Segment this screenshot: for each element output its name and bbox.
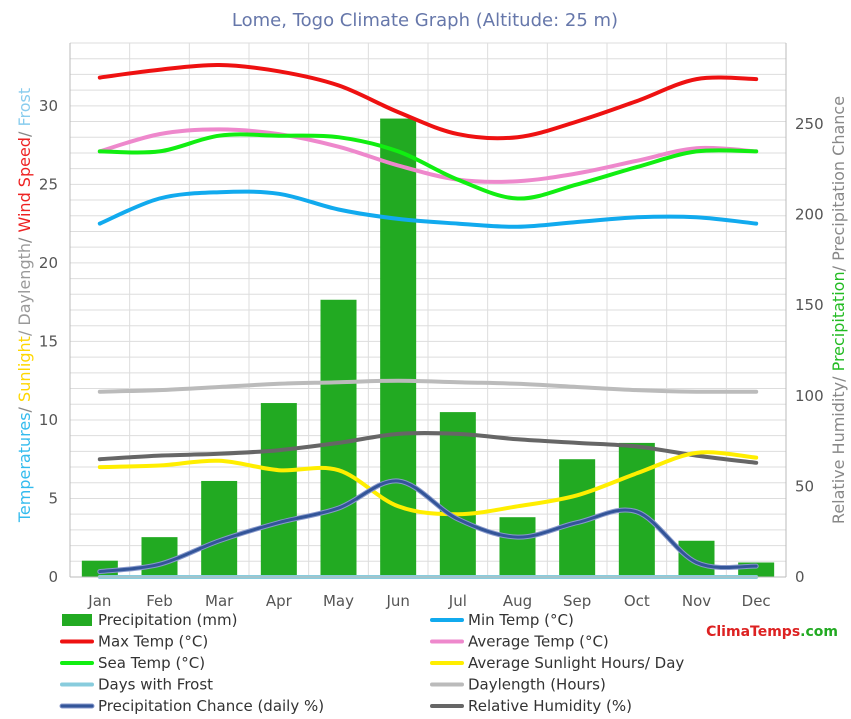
axis-label-part: /: [15, 232, 34, 242]
precipitation-bar: [678, 540, 715, 577]
legend-label: Daylength (Hours): [468, 676, 606, 694]
axis-label-part: Relative Humidity: [829, 382, 848, 524]
axis-label-part: Temperatures: [15, 412, 34, 523]
y-right-tick-label: 50: [795, 477, 814, 495]
precipitation-bar: [499, 517, 536, 577]
x-tick-label: Oct: [624, 592, 650, 610]
y-right-tick-label: 100: [795, 387, 824, 405]
x-tick-label: Aug: [503, 592, 532, 610]
precipitation-bar: [320, 299, 357, 577]
legend-item-min-temp-c: Min Temp (°C): [430, 611, 574, 629]
axis-label-part: Wind Speed: [15, 137, 34, 232]
axis-label-part: Frost: [15, 88, 34, 127]
legend-item-average-sunlight-hours-day: Average Sunlight Hours/ Day: [430, 654, 684, 672]
legend-label: Average Sunlight Hours/ Day: [468, 654, 684, 672]
series-lines: [97, 62, 759, 579]
y-right-tick-label: 200: [795, 206, 824, 224]
legend-item-daylength-hours: Daylength (Hours): [430, 676, 606, 694]
x-tick-label: Feb: [146, 592, 173, 610]
legend-item-precipitation-chance-daily: Precipitation Chance (daily %): [59, 697, 324, 715]
legend-label: Relative Humidity (%): [468, 697, 632, 715]
legend-label: Precipitation Chance (daily %): [98, 697, 324, 715]
watermark[interactable]: ClimaTemps.com: [706, 624, 838, 640]
precipitation-bar: [201, 480, 238, 577]
x-tick-label: Jun: [385, 592, 409, 610]
y-left-tick-label: 0: [48, 568, 58, 586]
watermark-part: Clima: [706, 624, 750, 640]
legend-label: Sea Temp (°C): [98, 654, 205, 672]
legend-label: Average Temp (°C): [468, 633, 609, 651]
x-tick-label: Apr: [266, 592, 293, 610]
y-right-tick-label: 0: [795, 568, 805, 586]
legend-label: Min Temp (°C): [468, 611, 574, 629]
axes: 0 5 10 15 20 25 30 0 50 100 150 200 250 Jan Feb Mar Apr M…: [39, 43, 824, 610]
legend-item-average-temp-c: Average Temp (°C): [430, 633, 609, 651]
legend-swatch: [62, 614, 92, 626]
y-left-tick-label: 30: [39, 97, 58, 115]
y-axis-left-label: Temperatures/ Sunlight/ Daylength/ Wind …: [15, 88, 34, 523]
x-tick-label: Jan: [87, 592, 111, 610]
series-line-average-sunlight-hours-day: [97, 450, 759, 517]
x-tick-label: Jul: [448, 592, 467, 610]
legend-label: Precipitation (mm): [98, 611, 237, 629]
series-line-sea-temp-c: [97, 132, 759, 201]
legend-item-relative-humidity: Relative Humidity (%): [430, 697, 632, 715]
legend: Precipitation (mm) Min Temp (°C) Max Temp …: [59, 611, 684, 715]
y-left-tick-label: 20: [39, 254, 58, 272]
series-line-max-temp-c: [97, 62, 759, 141]
axis-label-part: /: [15, 402, 34, 412]
y-right-tick-label: 250: [795, 115, 824, 133]
axis-label-part: / Daylength: [15, 243, 34, 336]
legend-label: Max Temp (°C): [98, 633, 208, 651]
series-line-average-temp-c: [97, 127, 759, 184]
legend-item-max-temp-c: Max Temp (°C): [60, 633, 208, 651]
legend-item-days-with-frost: Days with Frost: [60, 676, 213, 694]
x-tick-label: Sep: [563, 592, 591, 610]
precipitation-bar: [439, 412, 476, 577]
y-left-tick-label: 15: [39, 332, 58, 350]
y-right-tick-label: 150: [795, 296, 824, 314]
precipitation-bar: [141, 537, 178, 577]
axis-label-part: / Precipitation Chance: [829, 96, 848, 271]
legend-label: Days with Frost: [98, 676, 213, 694]
precipitation-bar: [260, 403, 297, 577]
y-left-tick-label: 10: [39, 411, 58, 429]
legend-item-sea-temp-c: Sea Temp (°C): [60, 654, 205, 672]
series-line-precipitation-chance-daily: [98, 479, 758, 574]
watermark-part: Temps: [750, 624, 800, 640]
y-left-tick-label: 25: [39, 175, 58, 193]
series-line-daylength-hours: [97, 378, 759, 394]
axis-label-part: Sunlight: [15, 336, 34, 402]
x-tick-label: Dec: [742, 592, 771, 610]
x-tick-label: May: [323, 592, 354, 610]
watermark-part: .com: [800, 624, 838, 640]
precipitation-bars: [81, 118, 775, 577]
axis-label-part: /: [829, 371, 848, 381]
chart-title: Lome, Togo Climate Graph (Altitude: 25 m…: [232, 10, 618, 31]
x-tick-label: Mar: [205, 592, 234, 610]
y-axis-right-label: Relative Humidity/ Precipitation/ Precip…: [829, 96, 848, 524]
series-line-relative-humidity: [97, 430, 759, 465]
series-line-min-temp-c: [97, 189, 759, 229]
x-tick-label: Nov: [682, 592, 711, 610]
axis-label-part: /: [15, 127, 34, 137]
legend-item-precipitation-mm: Precipitation (mm): [62, 611, 237, 629]
axis-label-part: Precipitation: [829, 271, 848, 371]
y-left-tick-label: 5: [48, 489, 58, 507]
